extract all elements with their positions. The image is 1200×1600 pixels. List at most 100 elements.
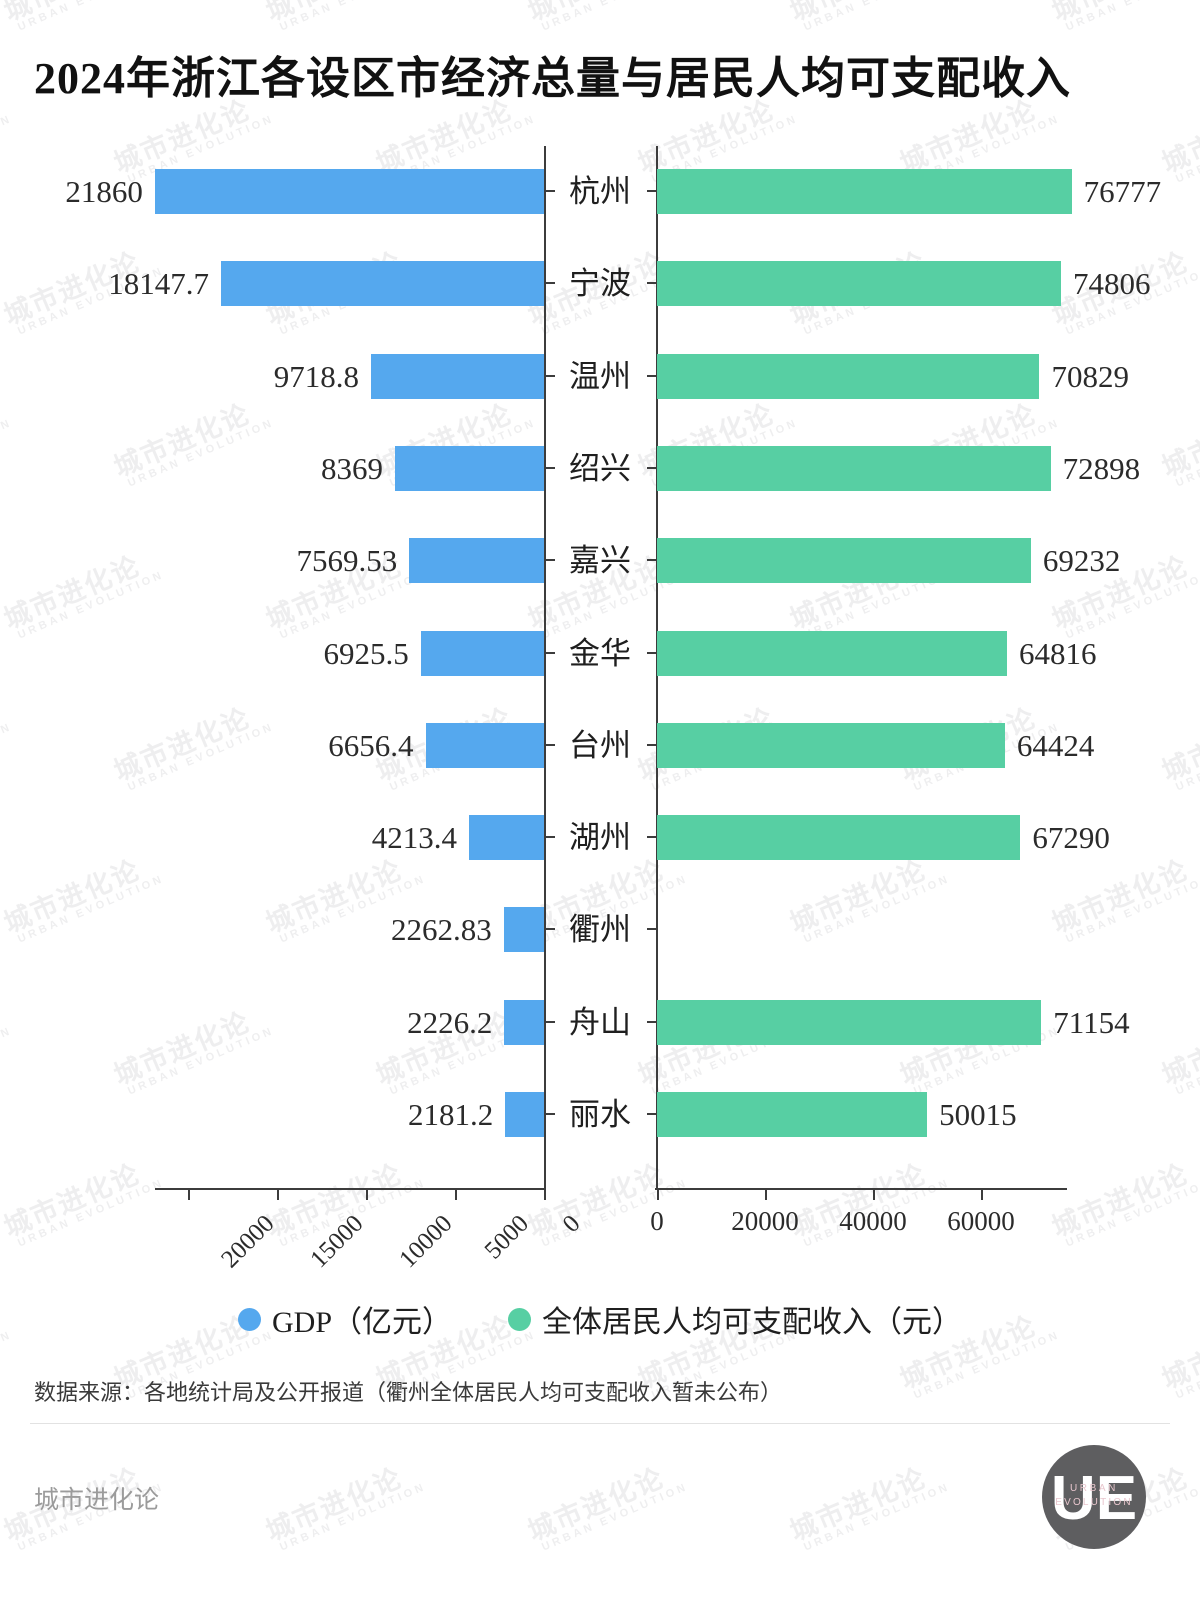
income-value-label: 76777 xyxy=(1083,174,1162,209)
category-tick-left xyxy=(546,1020,555,1023)
income-bar[interactable] xyxy=(657,353,1040,399)
category-tick-right xyxy=(647,1020,656,1023)
chart-row: 9718.8 70829 温州 xyxy=(0,331,1200,423)
income-value-label: 72898 xyxy=(1062,450,1141,486)
income-bar[interactable] xyxy=(657,999,1042,1045)
category-tick-left xyxy=(546,282,555,285)
left-axis-tick xyxy=(544,1188,546,1200)
city-label: 丽水 xyxy=(569,1097,631,1132)
legend-label-gdp: GDP（亿元） xyxy=(271,1306,452,1339)
city-label: 宁波 xyxy=(569,266,631,302)
gdp-bar[interactable] xyxy=(371,353,544,399)
category-tick-right xyxy=(647,559,656,562)
left-axis-tick-label: 10000 xyxy=(394,1210,458,1274)
gdp-bar[interactable] xyxy=(425,722,544,768)
right-axis-tick-label: 40000 xyxy=(839,1206,907,1236)
category-tick-left xyxy=(546,559,555,562)
left-axis-tick xyxy=(366,1188,368,1200)
legend-item-gdp[interactable]: GDP（亿元） xyxy=(237,1297,452,1341)
right-axis-tick-label: 0 xyxy=(650,1206,664,1236)
gdp-value-label: 8369 xyxy=(321,450,384,486)
category-tick-right xyxy=(647,836,656,839)
income-bar[interactable] xyxy=(657,722,1005,768)
gdp-value-label: 6656.4 xyxy=(328,727,414,763)
category-tick-right xyxy=(647,282,656,285)
left-axis-tick xyxy=(455,1188,457,1200)
gdp-value-label: 21860 xyxy=(65,174,143,209)
right-axis-tick xyxy=(873,1188,875,1200)
income-value-label: 70829 xyxy=(1051,358,1129,394)
income-value-label: 71154 xyxy=(1053,1004,1130,1040)
left-axis-tick-label: 5000 xyxy=(479,1210,535,1265)
category-tick-right xyxy=(647,374,656,377)
city-label: 衢州 xyxy=(569,912,631,948)
gdp-value-label: 7569.53 xyxy=(296,543,398,579)
city-label: 舟山 xyxy=(569,1004,631,1040)
legend-dot-icon-income xyxy=(508,1307,531,1331)
chart-row: 6656.4 64424 台州 xyxy=(0,700,1200,792)
income-value-label: 67290 xyxy=(1032,820,1110,856)
income-value-label: 64424 xyxy=(1016,727,1095,763)
brand-name: 城市进化论 xyxy=(34,1487,160,1514)
page-title: 2024年浙江各设区市经济总量与居民人均可支配收入 xyxy=(34,54,1071,103)
category-tick-left xyxy=(546,190,555,192)
gdp-value-label: 4213.4 xyxy=(371,820,458,856)
category-tick-right xyxy=(647,1113,656,1115)
left-axis-tick-label: 0 xyxy=(557,1210,586,1238)
income-value-label: 50015 xyxy=(939,1097,1017,1132)
legend-item-income[interactable]: 全体居民人均可支配收入（元） xyxy=(508,1297,962,1341)
chart-row: 6925.5 64816 金华 xyxy=(0,608,1200,700)
gdp-bar[interactable] xyxy=(503,907,544,953)
right-axis-tick xyxy=(765,1188,767,1200)
gdp-value-label: 2226.2 xyxy=(407,1004,493,1040)
left-axis-tick-label: 15000 xyxy=(305,1210,369,1274)
category-tick-left xyxy=(546,743,555,746)
gdp-value-label: 18147.7 xyxy=(108,266,209,302)
chart-legend: GDP（亿元） 全体居民人均可支配收入（元） xyxy=(0,1297,1200,1341)
category-tick-left xyxy=(546,651,555,654)
gdp-bar[interactable] xyxy=(505,1092,544,1137)
income-value-label: 74806 xyxy=(1072,266,1151,302)
gdp-bar[interactable] xyxy=(469,815,544,861)
svg-text:EVOLUTION: EVOLUTION xyxy=(1055,1497,1133,1508)
gdp-bar[interactable] xyxy=(395,445,544,491)
footer-divider xyxy=(30,1423,1170,1424)
gdp-bar[interactable] xyxy=(420,630,544,676)
income-bar[interactable] xyxy=(657,445,1051,491)
gdp-bar[interactable] xyxy=(154,169,544,214)
left-axis-tick-label: 20000 xyxy=(216,1210,280,1274)
gdp-bar[interactable] xyxy=(409,538,544,584)
category-tick-left xyxy=(546,1113,555,1115)
category-tick-right xyxy=(647,651,656,654)
income-value-label: 64816 xyxy=(1019,635,1097,671)
svg-text:URBAN: URBAN xyxy=(1070,1483,1118,1494)
category-tick-right xyxy=(647,743,656,746)
right-axis-tick-label: 20000 xyxy=(731,1206,799,1236)
city-label: 绍兴 xyxy=(569,450,631,486)
chart-row: 4213.4 67290 湖州 xyxy=(0,792,1200,884)
gdp-bar[interactable] xyxy=(220,261,544,307)
city-label: 温州 xyxy=(569,358,631,394)
city-label: 杭州 xyxy=(569,174,631,209)
svg-text:UE: UE xyxy=(1051,1464,1137,1533)
income-bar[interactable] xyxy=(657,261,1061,307)
income-bar[interactable] xyxy=(657,1092,928,1137)
income-bar[interactable] xyxy=(657,630,1007,676)
gdp-value-label: 9718.8 xyxy=(273,358,360,394)
diverging-bar-chart: 21860 76777 杭州 18147.7 74806 宁波 9718.8 70829 温州 8… xyxy=(0,146,1200,1274)
income-bar[interactable] xyxy=(657,538,1031,584)
right-x-axis-line xyxy=(655,1188,1067,1190)
city-label: 嘉兴 xyxy=(569,543,631,579)
right-axis-tick xyxy=(981,1188,983,1200)
gdp-bar[interactable] xyxy=(504,999,544,1045)
gdp-value-label: 2262.83 xyxy=(390,912,492,948)
category-tick-left xyxy=(546,374,555,377)
legend-label-income: 全体居民人均可支配收入（元） xyxy=(542,1306,962,1339)
category-tick-right xyxy=(647,190,656,192)
income-bar[interactable] xyxy=(657,169,1072,214)
category-tick-right xyxy=(647,928,656,931)
income-bar[interactable] xyxy=(657,815,1021,861)
city-label: 台州 xyxy=(569,727,631,763)
